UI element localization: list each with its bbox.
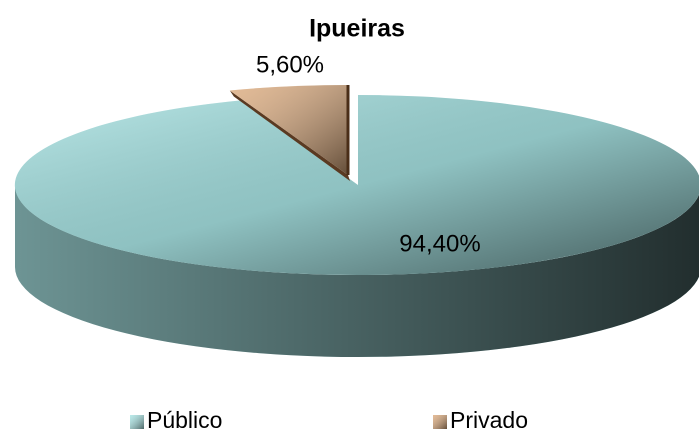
pie-slice-shade <box>14 95 699 275</box>
pie-side-shade <box>15 185 699 357</box>
data-label: 94,40% <box>399 230 480 257</box>
legend-swatch-shade <box>130 415 144 429</box>
legend-label: Privado <box>450 407 528 433</box>
legend-swatch-shade <box>433 415 447 429</box>
data-label: 5,60% <box>256 51 324 78</box>
legend-label: Público <box>147 407 222 433</box>
slice-face <box>229 90 350 181</box>
pie-slice-shade <box>229 84 348 175</box>
chart-title: Ipueiras <box>309 15 405 43</box>
